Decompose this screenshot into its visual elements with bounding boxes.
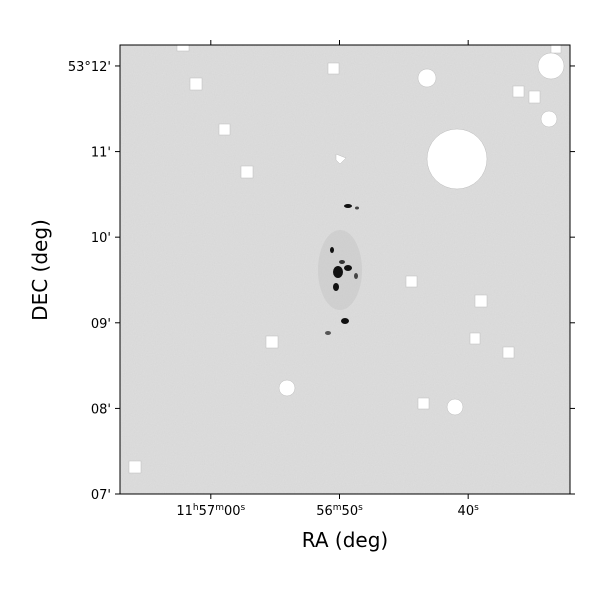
x-tick-label: 11h57m00s	[176, 503, 245, 519]
x-axis-label: RA (deg)	[302, 528, 388, 552]
axes-frame	[119, 44, 571, 495]
x-tick-label: 56m50s	[316, 503, 363, 519]
masked-sources	[128, 45, 565, 474]
image	[120, 45, 570, 494]
x-tick-label: 40s	[458, 503, 480, 519]
y-tick-label: 07'	[91, 488, 111, 503]
y-tick-label: 09'	[91, 317, 111, 332]
y-tick-label: 08'	[91, 402, 111, 417]
y-tick-label: 11'	[91, 146, 111, 161]
galaxy	[318, 204, 362, 335]
y-tick-label: 53°12'	[68, 60, 111, 75]
y-axis-label: DEC (deg)	[28, 219, 52, 321]
y-tick-label: 10'	[91, 231, 111, 246]
